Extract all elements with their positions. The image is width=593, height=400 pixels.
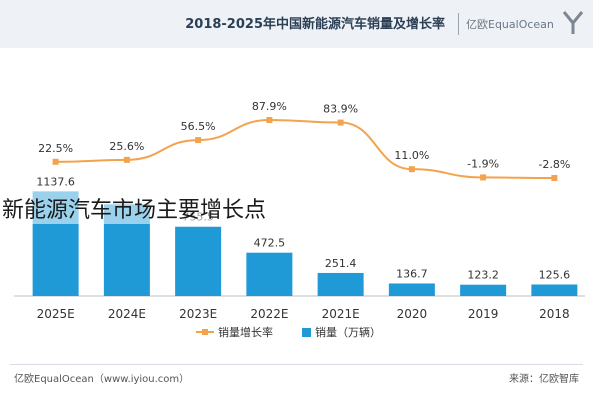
growth-label-2023E: 56.5% [181, 120, 216, 133]
growth-label-2025E: 22.5% [38, 142, 73, 155]
x-tick-2025E: 2025E [37, 307, 75, 321]
bar-label-2021E: 251.4 [325, 257, 357, 270]
bar-label-2025E: 1137.6 [36, 176, 75, 189]
growth-point-2021E [337, 119, 344, 126]
x-tick-2024E: 2024E [108, 307, 146, 321]
growth-label-2022E: 87.9% [252, 100, 287, 113]
x-tick-2022E: 2022E [250, 307, 288, 321]
growth-label-2021E: 83.9% [323, 103, 358, 116]
bar-label-2018: 125.6 [539, 268, 571, 281]
header-divider [458, 13, 459, 35]
bar-2021E [317, 272, 364, 296]
bar-label-2019: 123.2 [467, 269, 499, 282]
x-tick-2019: 2019 [468, 307, 499, 321]
legend-line-label: 销量增长率 [218, 325, 273, 339]
bar-2022E [246, 252, 293, 296]
legend-line-series: 销量增长率 [196, 325, 273, 339]
x-tick-2021E: 2021E [322, 307, 360, 321]
bar-label-2020: 136.7 [396, 267, 428, 280]
bar-label-2022E: 472.5 [254, 237, 286, 250]
bar-2019 [460, 284, 507, 296]
footer-source: 来源：亿欧智库 [509, 374, 579, 385]
legend-bar-swatch [302, 328, 311, 337]
growth-point-2020 [408, 166, 415, 173]
growth-point-2018 [551, 175, 558, 181]
chart-header: 2018-2025年中国新能源汽车销量及增长率 亿欧EqualOcean [0, 0, 593, 48]
legend-line-marker [202, 329, 208, 335]
bar-2020 [388, 283, 435, 296]
overlay-caption: 新能源汽车市场主要增长点 [0, 192, 269, 224]
x-tick-2020: 2020 [397, 307, 428, 321]
growth-point-2022E [266, 117, 273, 123]
legend-bar-label: 销量（万辆） [315, 325, 381, 339]
x-tick-2018: 2018 [539, 307, 570, 321]
chart-title: 2018-2025年中国新能源汽车销量及增长率 [185, 17, 445, 32]
legend-bar-series: 销量（万辆） [302, 325, 381, 339]
growth-label-2024E: 25.6% [109, 140, 144, 153]
growth-point-2025E [52, 158, 59, 165]
growth-point-2019 [480, 174, 487, 181]
growth-point-2023E [195, 137, 202, 144]
growth-label-2019: -1.9% [467, 157, 499, 170]
footer-brand-url: 亿欧EqualOcean（www.iyiou.com） [14, 374, 190, 385]
footer-divider [10, 364, 583, 365]
brand-name: 亿欧EqualOcean [466, 18, 554, 31]
x-tick-2023E: 2023E [179, 307, 217, 321]
growth-label-2018: -2.8% [538, 158, 570, 171]
bar-2023E [175, 226, 222, 296]
bar-2018 [531, 284, 578, 296]
growth-label-2020: 11.0% [394, 149, 429, 162]
growth-point-2024E [123, 156, 130, 163]
growth-line [55, 118, 555, 179]
brand-logo-icon [562, 11, 584, 34]
